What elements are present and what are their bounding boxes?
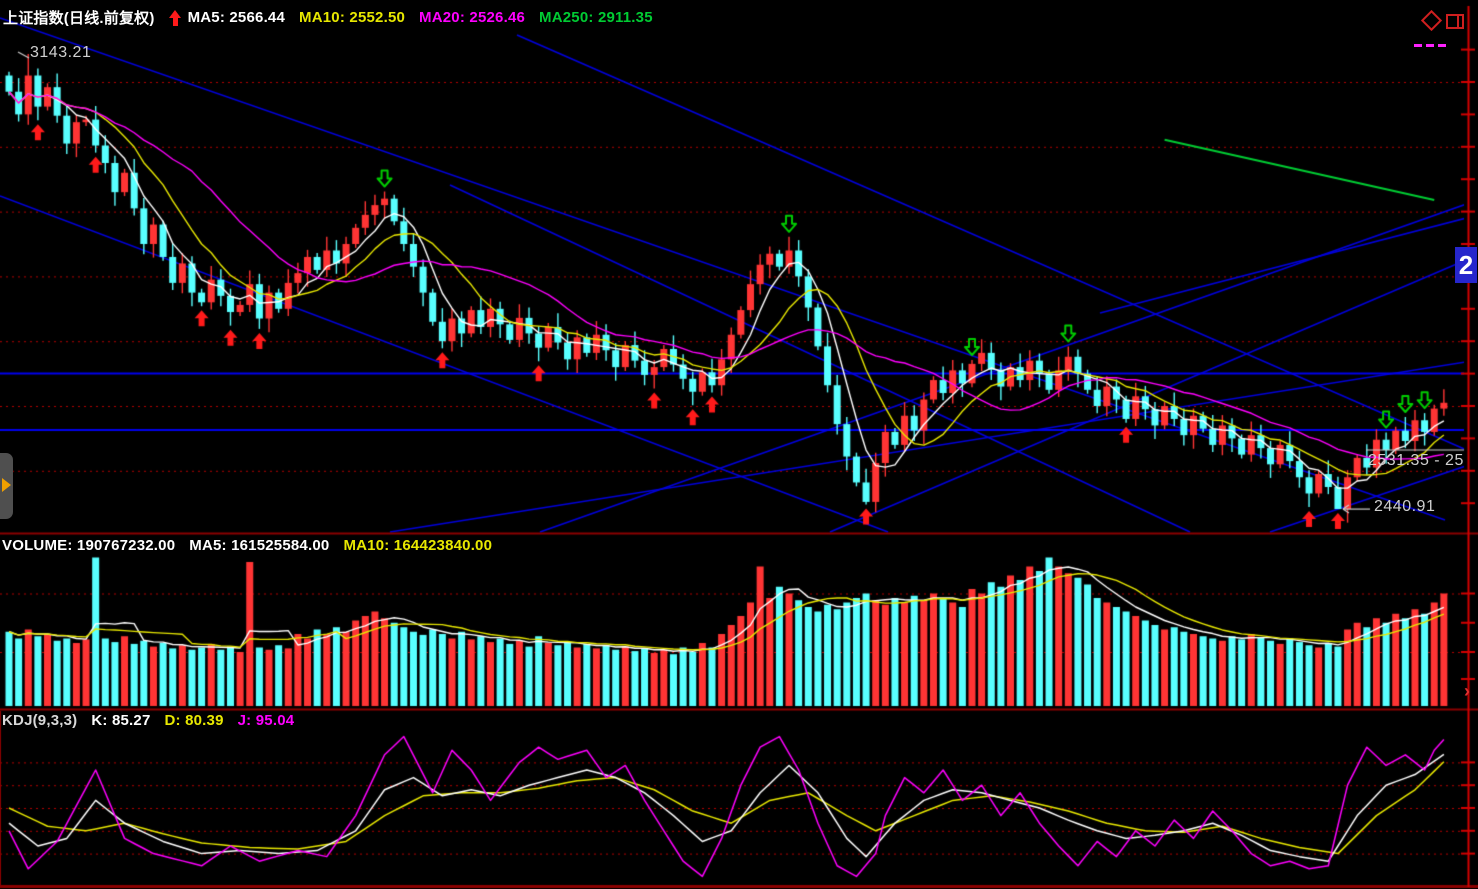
main-chart-header: 上证指数(日线.前复权) MA5: 2566.44 MA10: 2552.50 …	[3, 7, 667, 28]
kdj-header: KDJ(9,3,3) K: 85.27 D: 80.39 J: 95.04	[2, 712, 308, 729]
window-icon[interactable]	[1446, 14, 1464, 29]
sidebar-expander[interactable]	[0, 453, 13, 519]
axis-marker-badge: 2	[1455, 247, 1477, 283]
ma5-value: MA5: 2566.44	[187, 9, 286, 26]
up-arrow-icon	[168, 9, 182, 26]
range-price-label: 2531.35 - 25	[1368, 452, 1464, 469]
diamond-icon[interactable]	[1420, 9, 1443, 32]
kdj-title: KDJ(9,3,3)	[2, 712, 78, 729]
low-price-label: 2440.91	[1374, 498, 1436, 515]
high-price-label: 3143.21	[30, 44, 92, 61]
volume-header: VOLUME: 190767232.00 MA5: 161525584.00 M…	[2, 537, 506, 554]
ma10-value: MA10: 2552.50	[299, 9, 406, 26]
kdj-j-value: J: 95.04	[237, 712, 295, 729]
volume-ma5-value: MA5: 161525584.00	[189, 537, 330, 554]
kdj-k-value: K: 85.27	[91, 712, 151, 729]
drawing-tool-dash-mark	[1414, 34, 1450, 52]
kdj-d-value: D: 80.39	[164, 712, 224, 729]
ma20-value: MA20: 2526.46	[419, 9, 526, 26]
scroll-right-icon[interactable]: ›	[1464, 681, 1470, 701]
volume-ma10-value: MA10: 164423840.00	[343, 537, 493, 554]
instrument-title: 上证指数(日线.前复权)	[3, 10, 155, 27]
expand-arrow-icon	[2, 478, 11, 492]
volume-value: VOLUME: 190767232.00	[2, 537, 176, 554]
ma250-value: MA250: 2911.35	[539, 9, 653, 26]
